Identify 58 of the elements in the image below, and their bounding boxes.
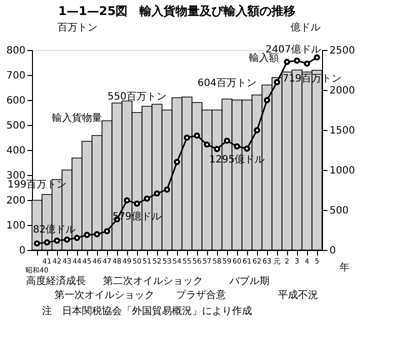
point [34,240,40,247]
point [294,58,300,64]
text: 高度経済成長 [26,275,86,287]
point [304,60,310,67]
point [64,236,70,243]
point [44,239,50,246]
series-label: 輸入貨物量 [52,112,102,124]
y-tick-label: 0 [19,246,26,256]
point [244,146,250,152]
point [84,232,90,238]
point [254,127,260,134]
point [164,186,170,193]
point [124,197,130,204]
point [284,58,290,66]
point [224,138,230,144]
point [54,238,60,244]
y2-axis-title: 億ドル [290,22,320,34]
point [274,79,280,86]
point [174,158,180,166]
y-tick-label: 700 [6,70,26,82]
chart-title: 1—1—25図 輸入貨物量及び輸入額の推移 [58,4,296,18]
point [314,54,320,61]
point [104,228,110,234]
y-tick-label: 100 [6,220,26,232]
text: 注 日本関税協会「外国貿易概況」により作成 [42,305,252,317]
data-label: 550百万トン [107,92,167,102]
y-tick-label: 200 [6,196,26,206]
y-tick-label: 600 [6,96,26,106]
x-axis-title: 年 [340,262,350,274]
point [184,134,190,141]
text: 第二次オイルショック [102,275,203,287]
text: 第一次オイルショック [54,289,154,301]
y2-tick-label: 1500 [330,126,355,136]
point [94,231,100,238]
data-label: 604百万トン [197,78,257,89]
y2-tick-label: 2000 [330,86,355,96]
y-axis-title: 百万トン [58,22,98,34]
point [74,234,80,242]
y2-tick-label: 1000 [330,166,355,176]
y-tick-label: 800 [6,46,26,56]
point [154,190,160,197]
series-label: 輸入額 [249,52,279,64]
y2-tick-label: 2500 [330,46,355,56]
y-tick-label: 500 [6,120,26,132]
point [264,97,270,104]
point [234,143,240,150]
y-tick-label: 400 [6,146,26,156]
text: バブル期 [228,275,270,287]
y2-tick-label: 0 [330,246,336,256]
point [204,141,210,148]
point [194,132,200,139]
point [144,196,150,202]
y-tick-label: 300 [6,170,26,182]
y2-tick-label: 500 [330,206,349,216]
point [214,146,220,152]
point [134,200,140,207]
text: プラザ合意 [176,289,226,301]
text: 平成不況 [278,289,318,301]
